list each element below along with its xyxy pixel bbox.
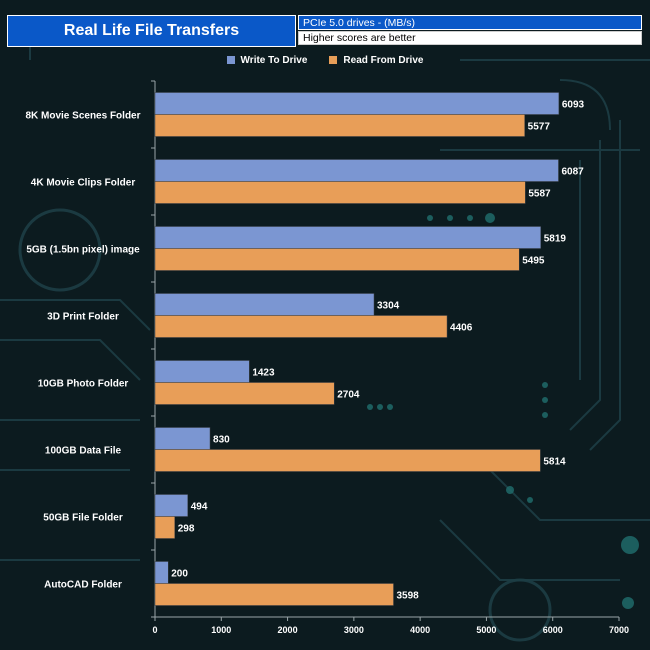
x-tick-label: 3000 [344, 625, 364, 635]
legend-item-read: Read From Drive [329, 53, 423, 67]
category-label: 8K Movie Scenes Folder [25, 111, 140, 122]
bar-value-label: 5577 [528, 122, 551, 133]
chart-note: Higher scores are better [298, 31, 642, 45]
bar-read [154, 516, 176, 539]
bar-value-label: 3598 [396, 591, 419, 602]
bar-write [154, 92, 560, 115]
legend-swatch-write [226, 56, 235, 64]
bar-write [154, 561, 169, 584]
bar-read [154, 382, 335, 405]
legend-swatch-read [329, 56, 338, 64]
bar-value-label: 1423 [252, 368, 275, 379]
category-label: AutoCAD Folder [44, 580, 122, 591]
category-label: 5GB (1.5bn pixel) image [26, 245, 140, 256]
chart-subtitle: PCIe 5.0 drives - (MB/s) [298, 15, 642, 30]
bar-value-label: 6087 [561, 167, 584, 178]
legend-item-write: Write To Drive [226, 53, 308, 67]
x-tick-label: 5000 [476, 625, 496, 635]
bar-write [154, 360, 250, 383]
chart-title: Real Life File Transfers [7, 15, 296, 47]
bar-value-label: 3304 [377, 301, 400, 312]
bar-read [154, 315, 448, 338]
bar-read [154, 181, 526, 204]
bar-write [154, 226, 541, 249]
x-tick-label: 7000 [609, 625, 629, 635]
bar-value-label: 5495 [522, 256, 545, 267]
bar-write [154, 494, 188, 517]
legend-label-read: Read From Drive [343, 54, 424, 66]
bar-value-label: 200 [171, 569, 188, 580]
bar-read [154, 583, 394, 606]
legend: Write To Drive Read From Drive [0, 53, 650, 67]
bar-value-label: 298 [178, 524, 195, 535]
bar-value-label: 5814 [543, 457, 566, 468]
category-label: 50GB File Folder [43, 513, 123, 524]
bar-value-label: 2704 [337, 390, 360, 401]
bar-write [154, 293, 375, 316]
bar-value-label: 5587 [528, 189, 551, 200]
x-tick-label: 4000 [410, 625, 430, 635]
x-tick-label: 2000 [278, 625, 298, 635]
bar-value-label: 5819 [544, 234, 567, 245]
bar-write [154, 427, 211, 450]
category-label: 4K Movie Clips Folder [31, 178, 136, 189]
x-tick-label: 0 [152, 625, 157, 635]
x-tick-label: 1000 [211, 625, 231, 635]
x-tick-label: 6000 [543, 625, 563, 635]
bar-value-label: 494 [191, 502, 208, 513]
legend-label-write: Write To Drive [240, 54, 308, 66]
bar-read [154, 248, 520, 271]
bar-read [154, 114, 525, 137]
category-label: 100GB Data File [45, 446, 122, 457]
bar-value-label: 830 [213, 435, 230, 446]
category-label: 3D Print Folder [47, 312, 119, 323]
category-label: 10GB Photo Folder [38, 379, 129, 390]
bar-read [154, 449, 541, 472]
bar-value-label: 6093 [562, 100, 585, 111]
bar-write [154, 159, 559, 182]
bar-value-label: 4406 [450, 323, 473, 334]
